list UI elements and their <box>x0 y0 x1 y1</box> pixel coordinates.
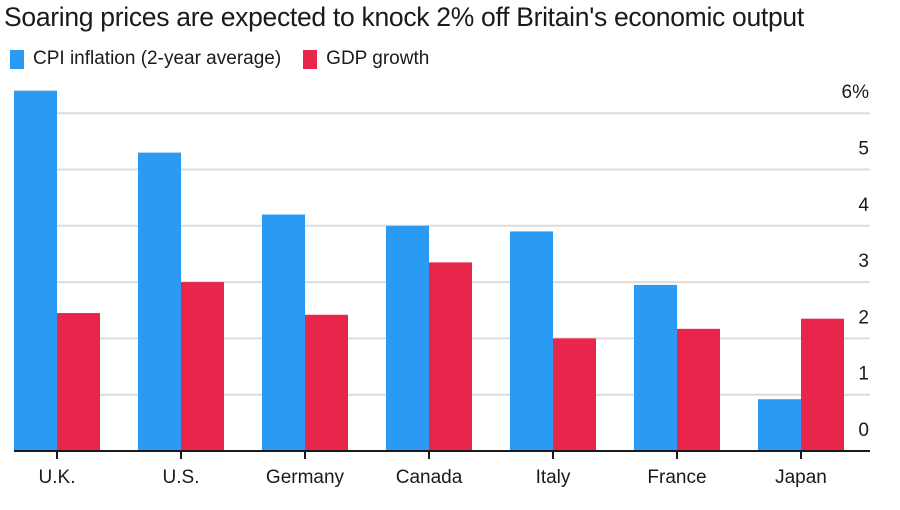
bar-gdp-uk <box>57 313 100 451</box>
bar-cpi-germany <box>262 214 305 451</box>
bar-cpi-italy <box>510 231 553 451</box>
bar-gdp-canada <box>429 262 472 451</box>
x-tick-label: Japan <box>775 467 827 488</box>
y-tick-label: 6% <box>842 82 870 103</box>
legend-label-gdp: GDP growth <box>326 48 430 69</box>
legend-item-gdp: GDP growth <box>303 48 429 70</box>
bar-cpi-uk <box>14 90 57 452</box>
x-tick-label: Italy <box>536 467 571 488</box>
y-tick-label: 1 <box>858 364 869 385</box>
bar-gdp-japan <box>801 318 844 451</box>
legend-item-cpi: CPI inflation (2-year average) <box>10 48 281 70</box>
y-tick-label: 0 <box>858 420 869 441</box>
y-tick-label: 3 <box>858 251 869 272</box>
legend-swatch-cpi <box>10 49 24 69</box>
bar-cpi-us <box>138 152 181 452</box>
x-tick-label: France <box>647 467 706 488</box>
y-tick-label: 4 <box>858 195 869 216</box>
chart-title: Soaring prices are expected to knock 2% … <box>4 2 804 32</box>
legend-swatch-gdp <box>303 49 318 69</box>
bar-cpi-france <box>634 284 677 451</box>
legend-label-cpi: CPI inflation (2-year average) <box>33 48 282 69</box>
x-tick-label: Germany <box>266 467 345 488</box>
bar-gdp-us <box>181 282 224 451</box>
bar-cpi-canada <box>386 225 429 451</box>
bar-gdp-italy <box>553 338 596 451</box>
bar-gdp-france <box>677 328 720 451</box>
legend: CPI inflation (2-year average) GDP growt… <box>10 48 451 70</box>
x-tick-label: U.K. <box>39 467 76 488</box>
bar-gdp-germany <box>305 314 348 451</box>
bar-cpi-japan <box>758 399 801 451</box>
y-tick-label: 2 <box>858 307 869 328</box>
y-tick-label: 5 <box>858 139 869 160</box>
x-tick-label: U.S. <box>163 467 200 488</box>
x-tick-label: Canada <box>396 467 463 488</box>
